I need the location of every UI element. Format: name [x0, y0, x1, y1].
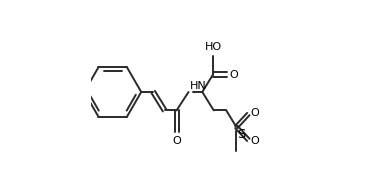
Text: O: O	[172, 136, 181, 146]
Text: O: O	[251, 108, 259, 118]
Text: S: S	[237, 128, 246, 141]
Text: O: O	[229, 70, 238, 79]
Text: HN: HN	[190, 81, 206, 91]
Text: HO: HO	[205, 42, 221, 52]
Text: O: O	[251, 136, 259, 146]
